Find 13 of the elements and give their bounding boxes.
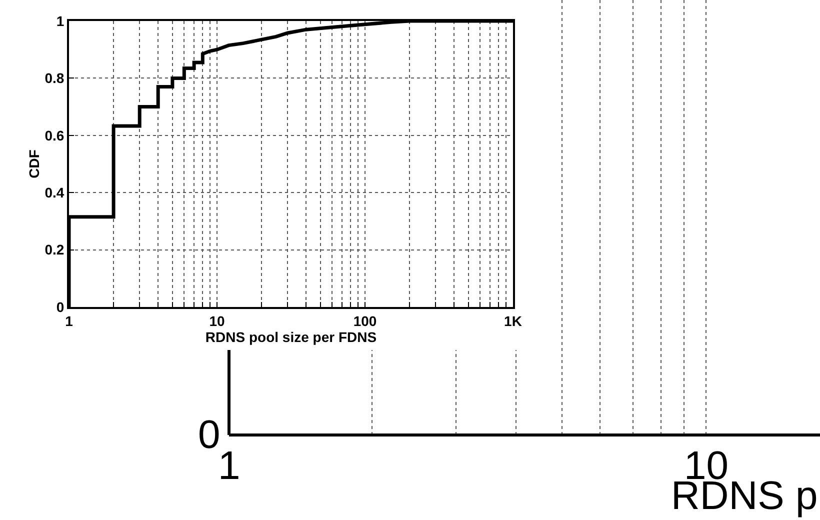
y-tick-label: 0.6 xyxy=(44,127,64,144)
text: 1 xyxy=(218,444,240,488)
y-tick-label: 1 xyxy=(56,12,64,29)
y-tick-label: 0.8 xyxy=(44,70,64,86)
y-axis-title: CDF xyxy=(26,149,42,178)
y-tick-label: 0.4 xyxy=(44,184,64,200)
x-tick-label: 10 xyxy=(209,312,225,329)
x-tick-label: 100 xyxy=(353,312,377,329)
y-tick-label: 0.2 xyxy=(44,242,64,258)
x-axis-title: RDNS pool size per FDNS xyxy=(205,328,377,345)
text: 0 xyxy=(198,413,220,457)
y-tick-label: 0 xyxy=(56,298,64,315)
x-tick-label: 1K xyxy=(504,312,522,329)
